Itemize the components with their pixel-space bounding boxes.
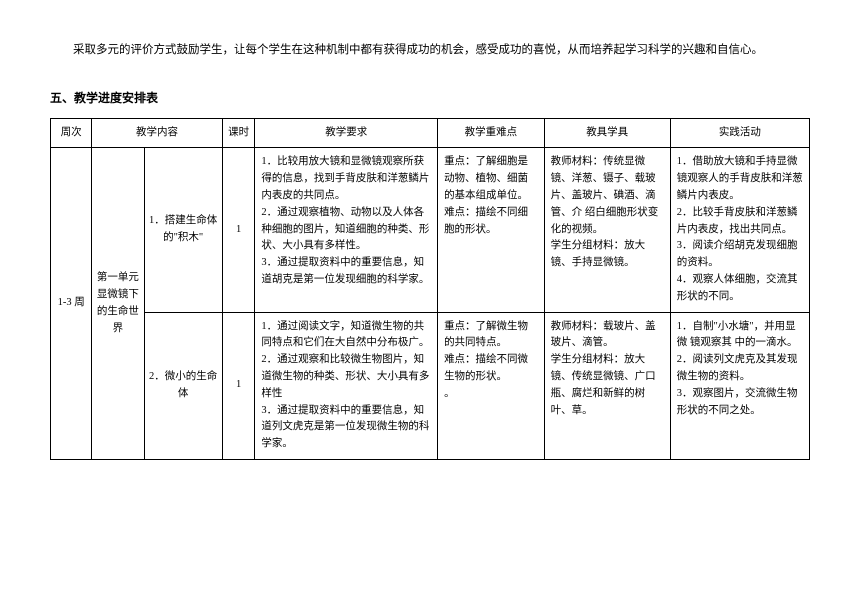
cell-difficulties: 重点：了解微生物的共同特点。难点：描绘不同微生物的形状。。 (438, 312, 545, 459)
header-content: 教学内容 (92, 118, 222, 148)
cell-requirements: 1．通过阅读文字，知道微生物的共同特点和它们在大自然中分布极广。2．通过观察和比… (255, 312, 438, 459)
cell-lesson: 2．微小的生命体 (144, 312, 222, 459)
header-week: 周次 (51, 118, 92, 148)
header-requirements: 教学要求 (255, 118, 438, 148)
header-tools: 教具学具 (544, 118, 670, 148)
header-difficulties: 教学重难点 (438, 118, 545, 148)
intro-paragraph: 采取多元的评价方式鼓励学生，让每个学生在这种机制中都有获得成功的机会，感受成功的… (50, 40, 810, 61)
cell-difficulties: 重点：了解细胞是动物、植物、细菌的基本组成单位。难点：描绘不同细胞的形状。 (438, 148, 545, 312)
table-header-row: 周次 教学内容 课时 教学要求 教学重难点 教具学具 实践活动 (51, 118, 810, 148)
cell-hours: 1 (222, 312, 255, 459)
table-row: 2．微小的生命体 1 1．通过阅读文字，知道微生物的共同特点和它们在大自然中分布… (51, 312, 810, 459)
cell-tools: 教师材料：载玻片、盖玻片、滴管。学生分组材料：放大镜、传统显微镜、广口瓶、腐烂和… (544, 312, 670, 459)
cell-lesson: 1．搭建生命体的"积木" (144, 148, 222, 312)
header-hours: 课时 (222, 118, 255, 148)
header-activities: 实践活动 (670, 118, 809, 148)
cell-week: 1-3 周 (51, 148, 92, 460)
cell-activities: 1．自制"小水塘"，并用显微 镜观察其 中的一滴水。2．阅读列文虎克及其发现微生… (670, 312, 809, 459)
cell-unit: 第一单元 显微镜下的生命世界 (92, 148, 144, 460)
schedule-table: 周次 教学内容 课时 教学要求 教学重难点 教具学具 实践活动 1-3 周 第一… (50, 118, 810, 460)
cell-hours: 1 (222, 148, 255, 312)
cell-tools: 教师材料：传统显微镜、洋葱、镊子、载玻片、盖玻片、碘酒、滴管、介 绍白细胞形状变… (544, 148, 670, 312)
cell-activities: 1．借助放大镜和手持显微镜观察人的手背皮肤和洋葱鳞片内表皮。2．比较手背皮肤和洋… (670, 148, 809, 312)
cell-requirements: 1．比较用放大镜和显微镜观察所获得的信息，找到手背皮肤和洋葱鳞片 内表皮的共同点… (255, 148, 438, 312)
table-row: 1-3 周 第一单元 显微镜下的生命世界 1．搭建生命体的"积木" 1 1．比较… (51, 148, 810, 312)
section-title: 五、教学进度安排表 (50, 89, 810, 106)
